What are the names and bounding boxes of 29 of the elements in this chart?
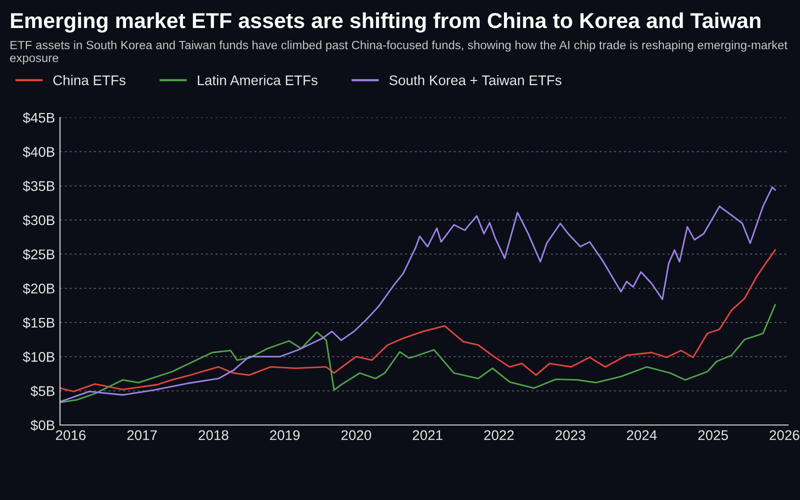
y-tick-label: $15B	[22, 317, 54, 328]
y-tick-label: $20B	[22, 283, 54, 294]
y-tick-label: $5B	[30, 386, 54, 397]
x-tick-label: 2024	[626, 430, 657, 440]
y-tick-label: $40B	[22, 146, 54, 158]
y-tick-label: $30B	[22, 214, 54, 226]
y-tick-label: $45B	[22, 112, 54, 124]
chart-title: Emerging market ETF assets are shifting from China to Korea and Taiwan	[11, 12, 760, 33]
chart-subtitle: ETF assets in South Korea and Taiwan funds have climbed past China-focused funds, showing how the AI chip trade is reshaping emerging-market exposure	[10, 40, 788, 64]
x-tick-label: 2026	[770, 430, 800, 440]
x-tick-label: 2023	[556, 430, 586, 440]
line-series	[60, 249, 776, 392]
legend-label: Latin America ETFs	[198, 75, 318, 86]
y-tick-label: $35B	[22, 180, 54, 192]
line-series	[60, 186, 776, 403]
x-tick-label: 2018	[198, 430, 228, 440]
x-tick-label: 2021	[412, 430, 442, 440]
legend-label: South Korea + Taiwan ETFs	[389, 75, 562, 86]
line-series	[60, 304, 776, 404]
x-tick-label: 2019	[270, 430, 300, 440]
y-tick-label: $0B	[30, 420, 54, 431]
x-tick-label: 2016	[56, 430, 86, 440]
y-tick-label: $10B	[22, 351, 54, 363]
y-tick-label: $25B	[22, 248, 54, 260]
x-tick-label: 2022	[484, 430, 514, 440]
x-tick-label: 2017	[127, 430, 157, 440]
x-tick-label: 2025	[698, 430, 728, 440]
x-tick-label: 2020	[341, 430, 372, 440]
legend-label: China ETFs	[53, 75, 126, 86]
